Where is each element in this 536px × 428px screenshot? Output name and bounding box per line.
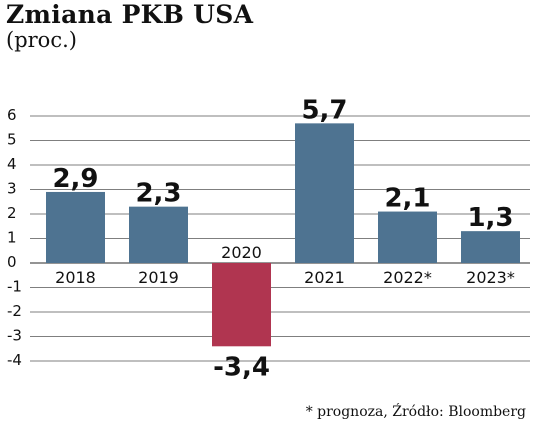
x-tick-label: 2019 — [138, 268, 179, 287]
bar — [129, 206, 188, 263]
data-label: 1,3 — [467, 203, 513, 233]
data-label: 5,7 — [301, 95, 347, 125]
chart-subtitle: (proc.) — [6, 28, 77, 52]
y-tick-label: 2 — [7, 204, 17, 222]
bar — [46, 191, 105, 263]
y-tick-label: -4 — [7, 351, 22, 369]
bar — [378, 211, 437, 263]
x-tick-label: 2018 — [55, 268, 96, 287]
y-tick-label: 6 — [7, 106, 17, 124]
bar — [212, 263, 271, 347]
data-label: 2,3 — [135, 179, 181, 209]
bar-chart: 6 5 4 3 2 1 0 -1 -2 -3 -4 2,9 2018 2,3 2019 -3,4 2020 5,7… — [7, 95, 530, 382]
bar — [461, 231, 520, 263]
data-label: 2,9 — [52, 164, 98, 194]
chart-title: Zmiana PKB USA — [6, 0, 254, 29]
y-tick-label: -3 — [7, 327, 22, 345]
data-label: -3,4 — [213, 352, 270, 382]
y-tick-label: -1 — [7, 278, 22, 296]
y-tick-label: 5 — [7, 131, 17, 149]
y-tick-label: 3 — [7, 180, 17, 198]
x-tick-label: 2022* — [383, 268, 432, 287]
bar — [295, 123, 354, 263]
y-tick-label: -2 — [7, 302, 22, 320]
x-tick-label: 2020 — [221, 243, 262, 262]
y-tick-label: 1 — [7, 229, 17, 247]
x-tick-label: 2023* — [466, 268, 515, 287]
x-tick-label: 2021 — [304, 268, 345, 287]
data-label: 2,1 — [384, 184, 430, 214]
footnote: * prognoza, Źródło: Bloomberg — [305, 404, 526, 420]
y-tick-label: 0 — [7, 253, 17, 271]
y-tick-label: 4 — [7, 155, 17, 173]
